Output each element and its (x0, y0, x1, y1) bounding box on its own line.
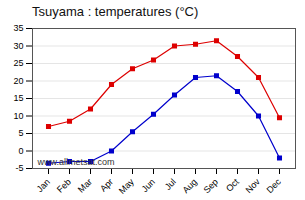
svg-text:Sep: Sep (202, 177, 220, 195)
svg-text:10: 10 (13, 111, 23, 121)
svg-text:Aug: Aug (181, 177, 199, 195)
svg-text:Apr: Apr (98, 177, 115, 194)
svg-text:Mar: Mar (76, 177, 94, 195)
svg-text:Oct: Oct (224, 176, 241, 193)
svg-text:www.allmetsat.com: www.allmetsat.com (37, 157, 115, 167)
svg-text:-5: -5 (15, 163, 23, 173)
svg-text:Jul: Jul (163, 177, 178, 192)
html-text:Tsuyama : temperatures (°C): Tsuyama : temperatures (°C) (32, 4, 199, 19)
svg-text:May: May (117, 176, 136, 195)
svg-text:35: 35 (13, 23, 23, 33)
svg-text:25: 25 (13, 58, 23, 68)
svg-text:Jan: Jan (35, 177, 52, 194)
svg-text:30: 30 (13, 41, 23, 51)
svg-text:Feb: Feb (55, 177, 73, 195)
svg-text:0: 0 (18, 146, 23, 156)
svg-text:20: 20 (13, 76, 23, 86)
svg-text:Nov: Nov (244, 176, 263, 195)
svg-text:5: 5 (18, 128, 23, 138)
svg-text:Dec: Dec (265, 176, 284, 195)
svg-text:Jun: Jun (140, 177, 157, 194)
svg-text:15: 15 (13, 93, 23, 103)
